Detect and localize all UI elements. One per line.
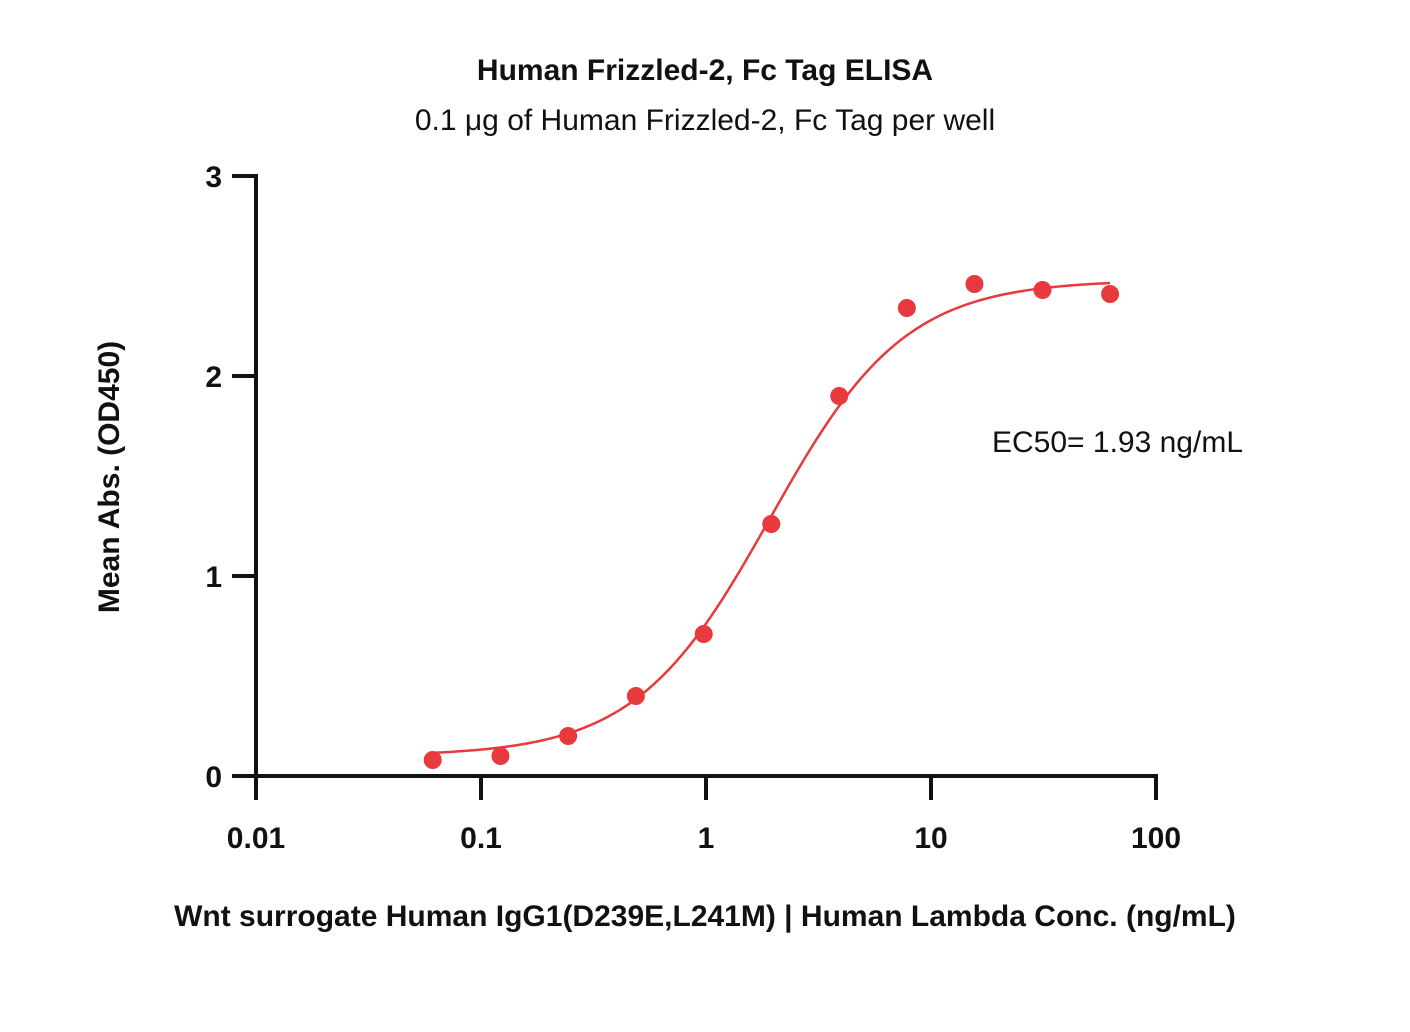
ec50-annotation: EC50= 1.93 ng/mL bbox=[992, 426, 1243, 459]
y-tick-label: 2 bbox=[205, 361, 222, 394]
y-tick-label: 1 bbox=[205, 561, 222, 594]
data-point bbox=[1101, 285, 1120, 303]
data-point bbox=[491, 747, 510, 765]
x-axis-label: Wnt surrogate Human IgG1(D239E,L241M) | … bbox=[174, 900, 1236, 933]
x-axis: 0.01 0.1 1 10 100 bbox=[227, 774, 1181, 855]
data-points bbox=[423, 275, 1120, 769]
data-point bbox=[897, 299, 916, 317]
data-point bbox=[694, 625, 713, 643]
data-point bbox=[423, 751, 442, 769]
data-point bbox=[1033, 281, 1052, 299]
x-tick-label: 0.1 bbox=[460, 822, 502, 855]
chart-title: Human Frizzled-2, Fc Tag ELISA bbox=[477, 54, 933, 87]
x-tick-label: 10 bbox=[914, 822, 947, 855]
data-point bbox=[626, 687, 645, 705]
data-point bbox=[830, 387, 849, 405]
x-tick-label: 0.01 bbox=[227, 822, 285, 855]
data-point bbox=[762, 515, 781, 533]
y-tick-label: 0 bbox=[205, 761, 222, 794]
y-axis: 0 1 2 3 bbox=[205, 161, 258, 794]
data-point bbox=[965, 275, 984, 293]
y-tick-label: 3 bbox=[205, 161, 222, 194]
data-point bbox=[559, 727, 578, 745]
y-axis-label: Mean Abs. (OD450) bbox=[93, 341, 126, 613]
x-tick-label: 100 bbox=[1131, 822, 1181, 855]
x-tick-label: 1 bbox=[698, 822, 715, 855]
chart-subtitle: 0.1 μg of Human Frizzled-2, Fc Tag per w… bbox=[415, 104, 995, 137]
